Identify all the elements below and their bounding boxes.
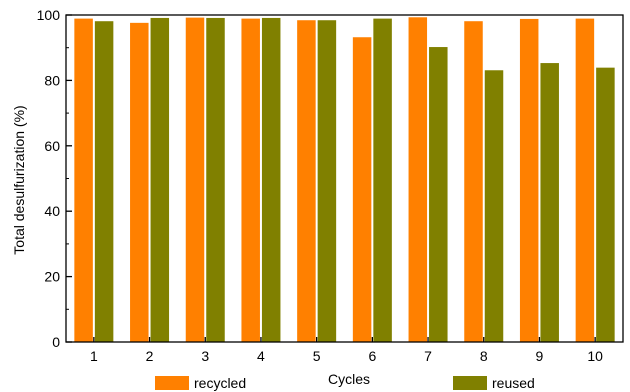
x-tick-label: 8	[480, 348, 488, 364]
bar-recycled-7	[408, 17, 428, 342]
legend-label-reused: reused	[492, 375, 535, 391]
bar-reused-10	[596, 67, 615, 343]
x-tick-label: 3	[201, 348, 209, 364]
y-axis-title: Total desulfurization (%)	[11, 105, 27, 254]
bar-reused-6	[373, 18, 392, 342]
y-tick-label: 100	[37, 7, 61, 23]
bars-group	[74, 17, 615, 343]
bar-recycled-2	[130, 22, 149, 342]
legend: recycled reused	[155, 375, 535, 391]
bar-recycled-9	[519, 18, 539, 342]
axes-group	[65, 14, 624, 343]
bar-recycled-10	[575, 18, 595, 342]
bar-reused-3	[206, 17, 225, 342]
y-tick-label: 0	[52, 334, 60, 350]
bar-reused-1	[94, 21, 114, 343]
x-tick-label: 4	[257, 348, 265, 364]
x-tick-labels: 1 2 3 4 5 6 7 8 9 10	[90, 348, 603, 364]
y-tick-label: 80	[44, 72, 60, 88]
bar-recycled-4	[241, 18, 260, 342]
x-tick-label: 9	[536, 348, 544, 364]
bar-reused-9	[540, 63, 559, 342]
y-tick-labels: 0 20 40 60 80 100	[37, 7, 61, 350]
x-tick-label: 10	[587, 348, 603, 364]
plot-frame	[65, 14, 624, 343]
bar-reused-4	[261, 17, 281, 342]
y-tick-label: 20	[44, 269, 60, 285]
bar-recycled-3	[185, 17, 205, 343]
bar-reused-7	[429, 47, 448, 343]
bar-recycled-6	[352, 37, 372, 343]
x-axis-title: Cycles	[328, 371, 370, 387]
bar-reused-8	[484, 70, 504, 342]
legend-swatch-recycled	[155, 376, 189, 390]
bar-reused-2	[150, 17, 170, 342]
legend-label-recycled: recycled	[194, 375, 246, 391]
legend-swatch-reused	[453, 376, 487, 390]
bar-recycled-1	[74, 18, 93, 342]
x-tick-label: 2	[146, 348, 154, 364]
bar-recycled-5	[297, 20, 316, 342]
x-tick-label: 6	[368, 348, 376, 364]
y-tick-label: 60	[44, 138, 60, 154]
y-tick-label: 40	[44, 203, 60, 219]
bar-recycled-8	[464, 21, 483, 343]
bar-reused-5	[317, 20, 337, 342]
x-tick-label: 7	[424, 348, 432, 364]
x-tick-label: 1	[90, 348, 98, 364]
x-tick-label: 5	[313, 348, 321, 364]
